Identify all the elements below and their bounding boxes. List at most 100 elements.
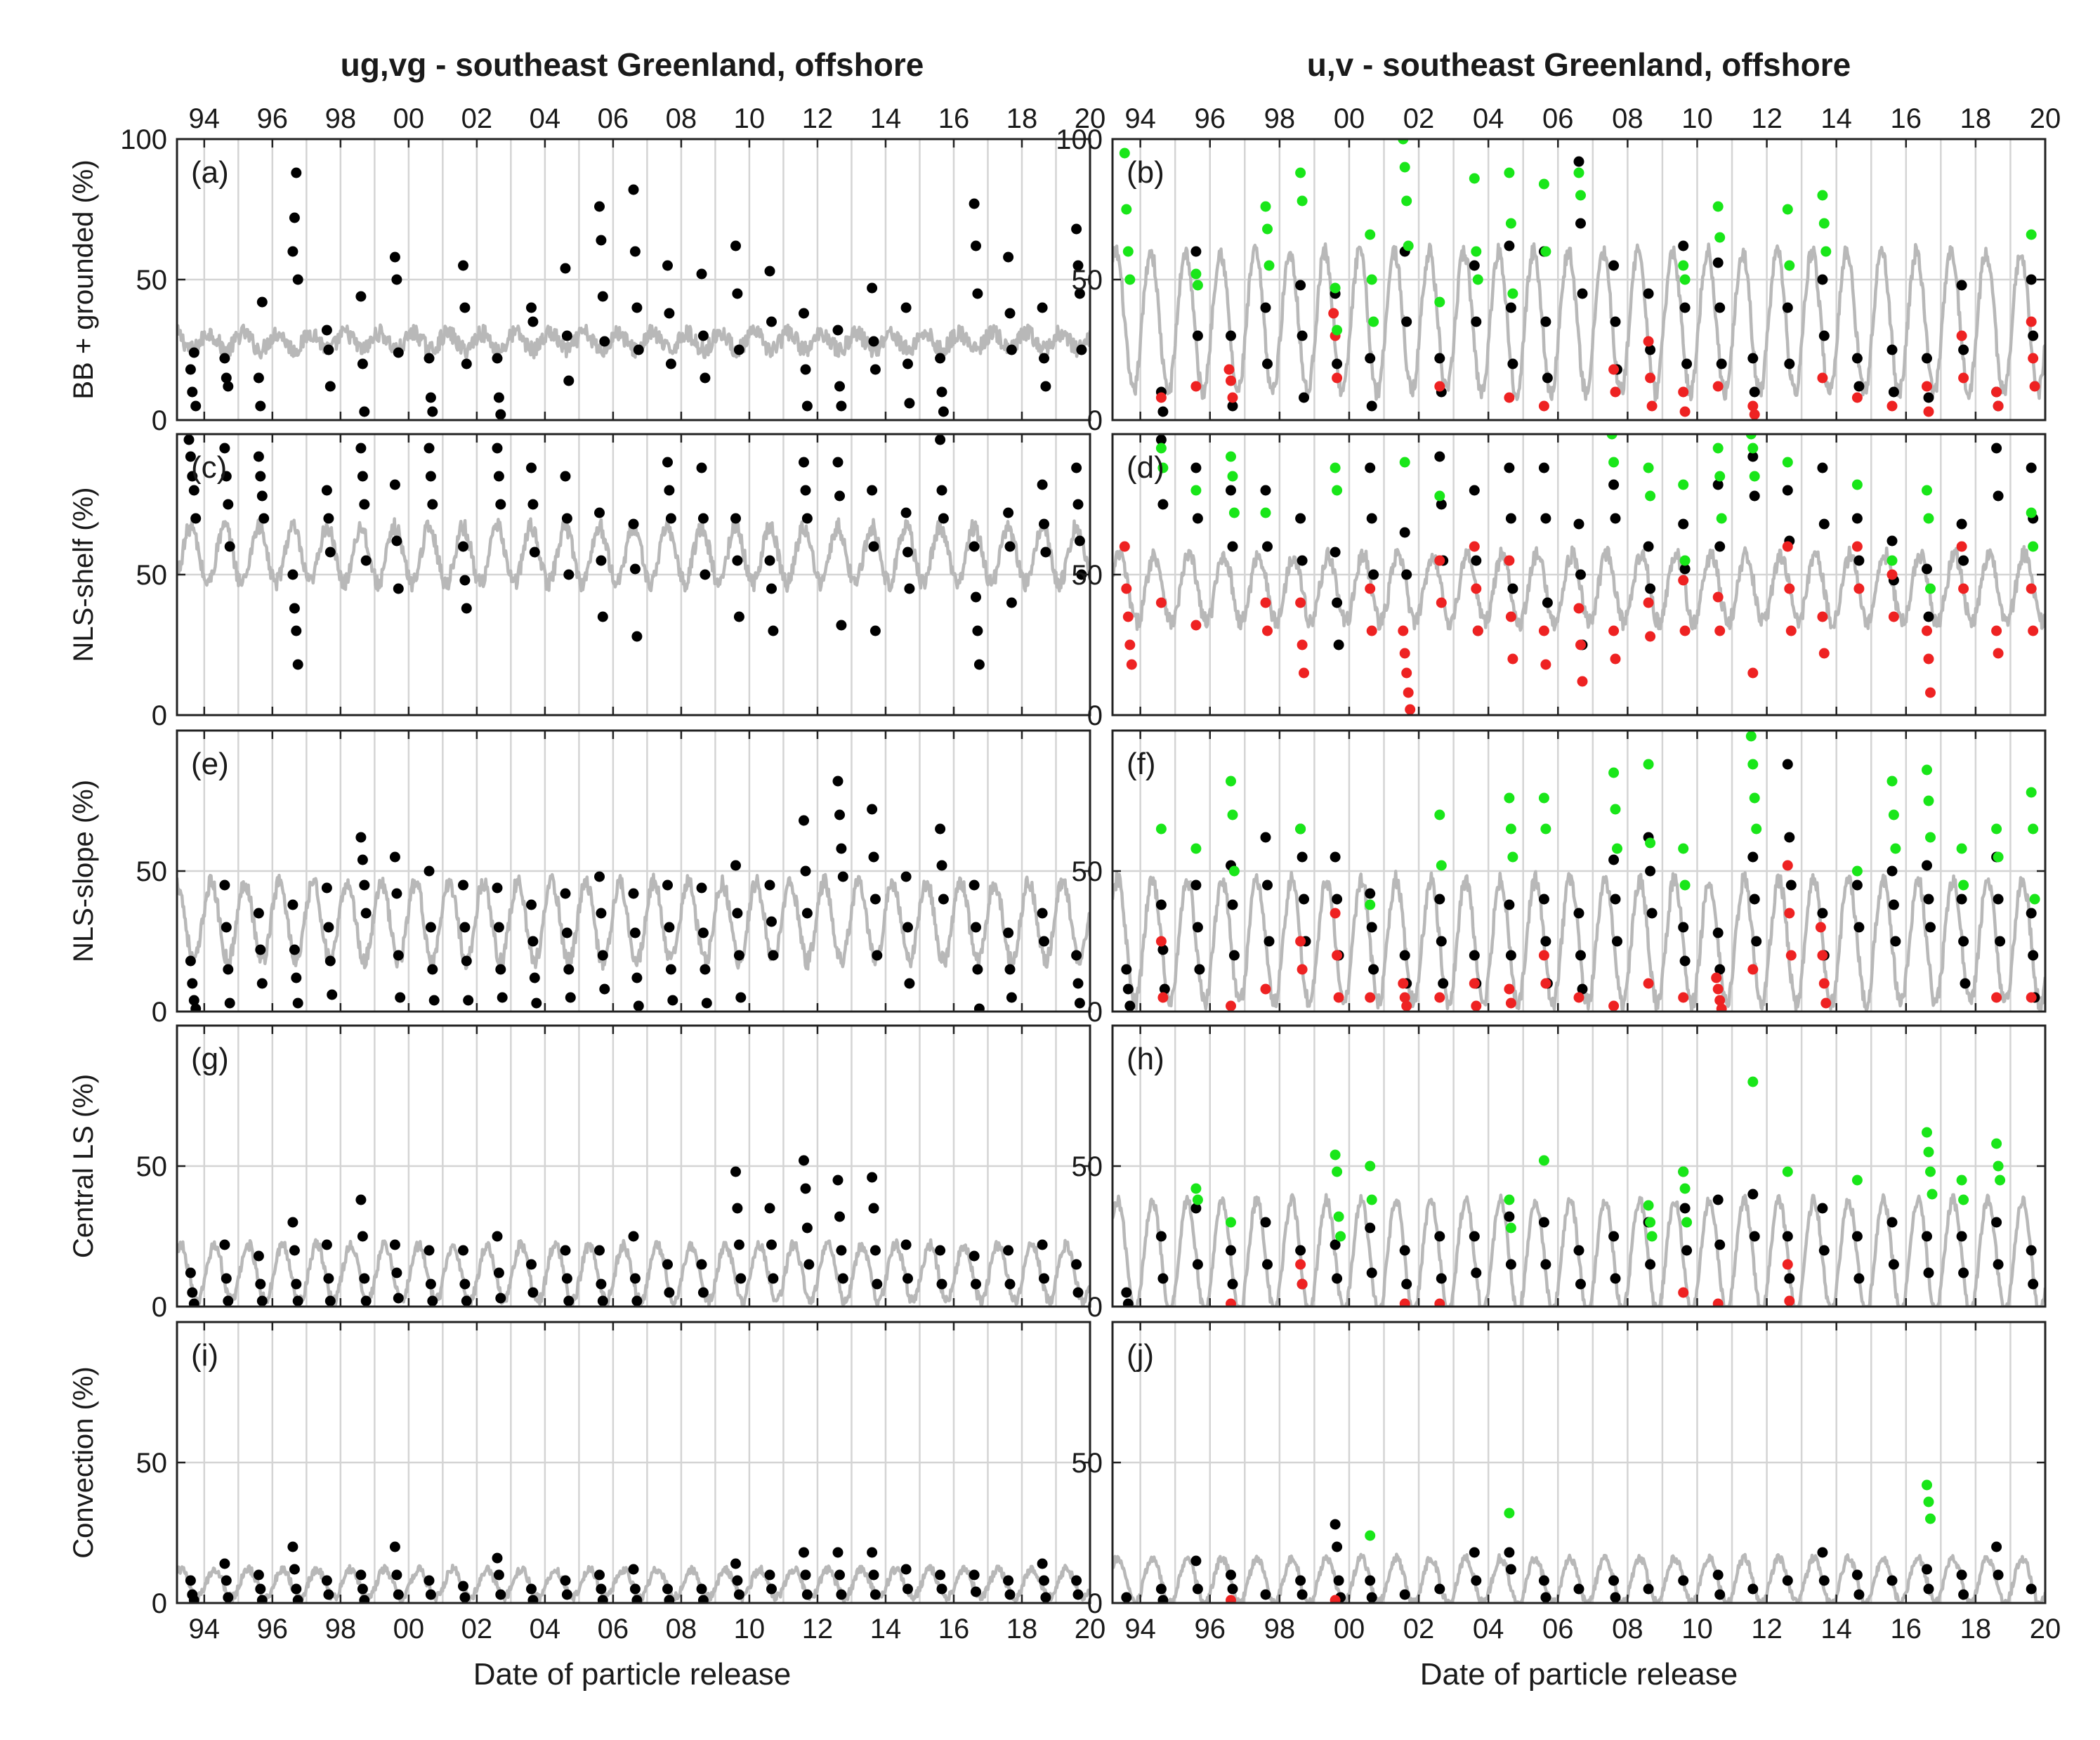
x-tick-label-bottom: 14 xyxy=(870,1614,902,1644)
black-point xyxy=(1817,908,1828,919)
black-point xyxy=(1438,978,1449,989)
green-point xyxy=(1956,843,1967,854)
black-point xyxy=(1747,353,1759,364)
black-point xyxy=(971,591,981,603)
black-point xyxy=(1991,1217,2002,1228)
black-point xyxy=(664,1595,675,1603)
black-point xyxy=(1749,1231,1760,1242)
black-point xyxy=(395,992,406,1003)
black-point xyxy=(1159,983,1170,995)
black-point xyxy=(834,1211,845,1222)
red-point xyxy=(1157,992,1169,1003)
black-point xyxy=(1227,899,1238,910)
x-tick-label-top: 14 xyxy=(1820,103,1852,134)
black-point xyxy=(221,471,232,482)
black-point xyxy=(1471,1575,1482,1586)
black-point xyxy=(323,1589,334,1600)
panel-label-d: (d) xyxy=(1127,450,1164,485)
black-point xyxy=(1505,950,1516,961)
black-point xyxy=(1436,1273,1447,1284)
black-point xyxy=(1226,330,1236,341)
climatology-curve-f xyxy=(1113,870,2045,1012)
black-point xyxy=(867,282,878,294)
black-point xyxy=(424,1575,435,1586)
black-point xyxy=(935,353,946,364)
black-point xyxy=(972,625,983,636)
black-point xyxy=(1577,983,1588,995)
black-point xyxy=(628,184,639,195)
green-point xyxy=(1958,879,1969,891)
black-point xyxy=(183,434,195,445)
green-point xyxy=(1925,1166,1936,1177)
black-point xyxy=(631,972,643,983)
black-point xyxy=(867,1172,878,1183)
green-point xyxy=(1820,246,1832,257)
black-point xyxy=(1122,983,1134,995)
black-point xyxy=(561,513,572,524)
black-point xyxy=(1507,583,1518,594)
black-point xyxy=(1332,597,1343,608)
green-point xyxy=(1922,485,1932,496)
green-point xyxy=(1645,837,1656,849)
black-point xyxy=(185,1575,196,1586)
x-tick-label-top: 12 xyxy=(802,103,834,134)
y-tick-label: 50 xyxy=(136,856,168,887)
black-point xyxy=(1039,1575,1049,1586)
black-point xyxy=(389,1239,400,1250)
black-point xyxy=(1540,1592,1551,1603)
red-point xyxy=(1886,569,1898,580)
green-point xyxy=(1333,1211,1344,1222)
points-d xyxy=(1119,434,2039,715)
black-point xyxy=(527,499,539,510)
green-point xyxy=(1817,190,1828,201)
green-point xyxy=(1714,232,1726,243)
black-point xyxy=(292,274,303,285)
green-point xyxy=(1646,1231,1658,1242)
black-point xyxy=(357,854,368,865)
red-point xyxy=(1399,992,1410,1003)
black-point xyxy=(255,400,266,412)
black-point xyxy=(732,288,743,299)
black-point xyxy=(628,1231,639,1242)
red-point xyxy=(1295,1259,1306,1270)
red-point xyxy=(1332,372,1343,384)
green-point xyxy=(1995,1175,2006,1186)
black-point xyxy=(253,372,264,384)
black-point xyxy=(732,1203,743,1214)
black-point xyxy=(1366,400,1377,412)
red-point xyxy=(1297,964,1308,975)
panel-label-g: (g) xyxy=(191,1042,229,1076)
black-point xyxy=(1540,513,1551,524)
black-point xyxy=(629,1273,641,1284)
black-point xyxy=(1573,1245,1584,1256)
black-point xyxy=(730,860,741,871)
black-point xyxy=(1716,358,1727,369)
green-point xyxy=(1504,792,1515,804)
black-point xyxy=(1643,1583,1654,1595)
black-point xyxy=(1818,1575,1830,1586)
black-point xyxy=(1538,462,1549,473)
black-point xyxy=(185,364,196,375)
green-point xyxy=(1399,457,1410,468)
black-point xyxy=(1679,302,1691,313)
black-point xyxy=(461,603,472,614)
black-point xyxy=(971,1278,981,1290)
black-point xyxy=(289,944,300,955)
green-point xyxy=(2026,507,2037,518)
green-point xyxy=(1851,865,1863,877)
black-point xyxy=(1365,888,1376,899)
black-point xyxy=(190,400,202,412)
red-point xyxy=(1785,625,1797,636)
black-point xyxy=(493,392,504,403)
green-point xyxy=(1540,823,1551,835)
black-point xyxy=(735,992,747,1003)
green-point xyxy=(2028,823,2039,835)
red-point xyxy=(1504,555,1515,566)
black-point xyxy=(1004,1589,1016,1600)
black-point xyxy=(1505,302,1516,313)
y-tick-label: 50 xyxy=(1072,856,1103,887)
black-point xyxy=(190,1003,202,1012)
left-column-title: ug,vg - southeast Greenland, offshore xyxy=(341,46,924,83)
black-point xyxy=(389,1541,400,1552)
black-point xyxy=(357,471,368,482)
